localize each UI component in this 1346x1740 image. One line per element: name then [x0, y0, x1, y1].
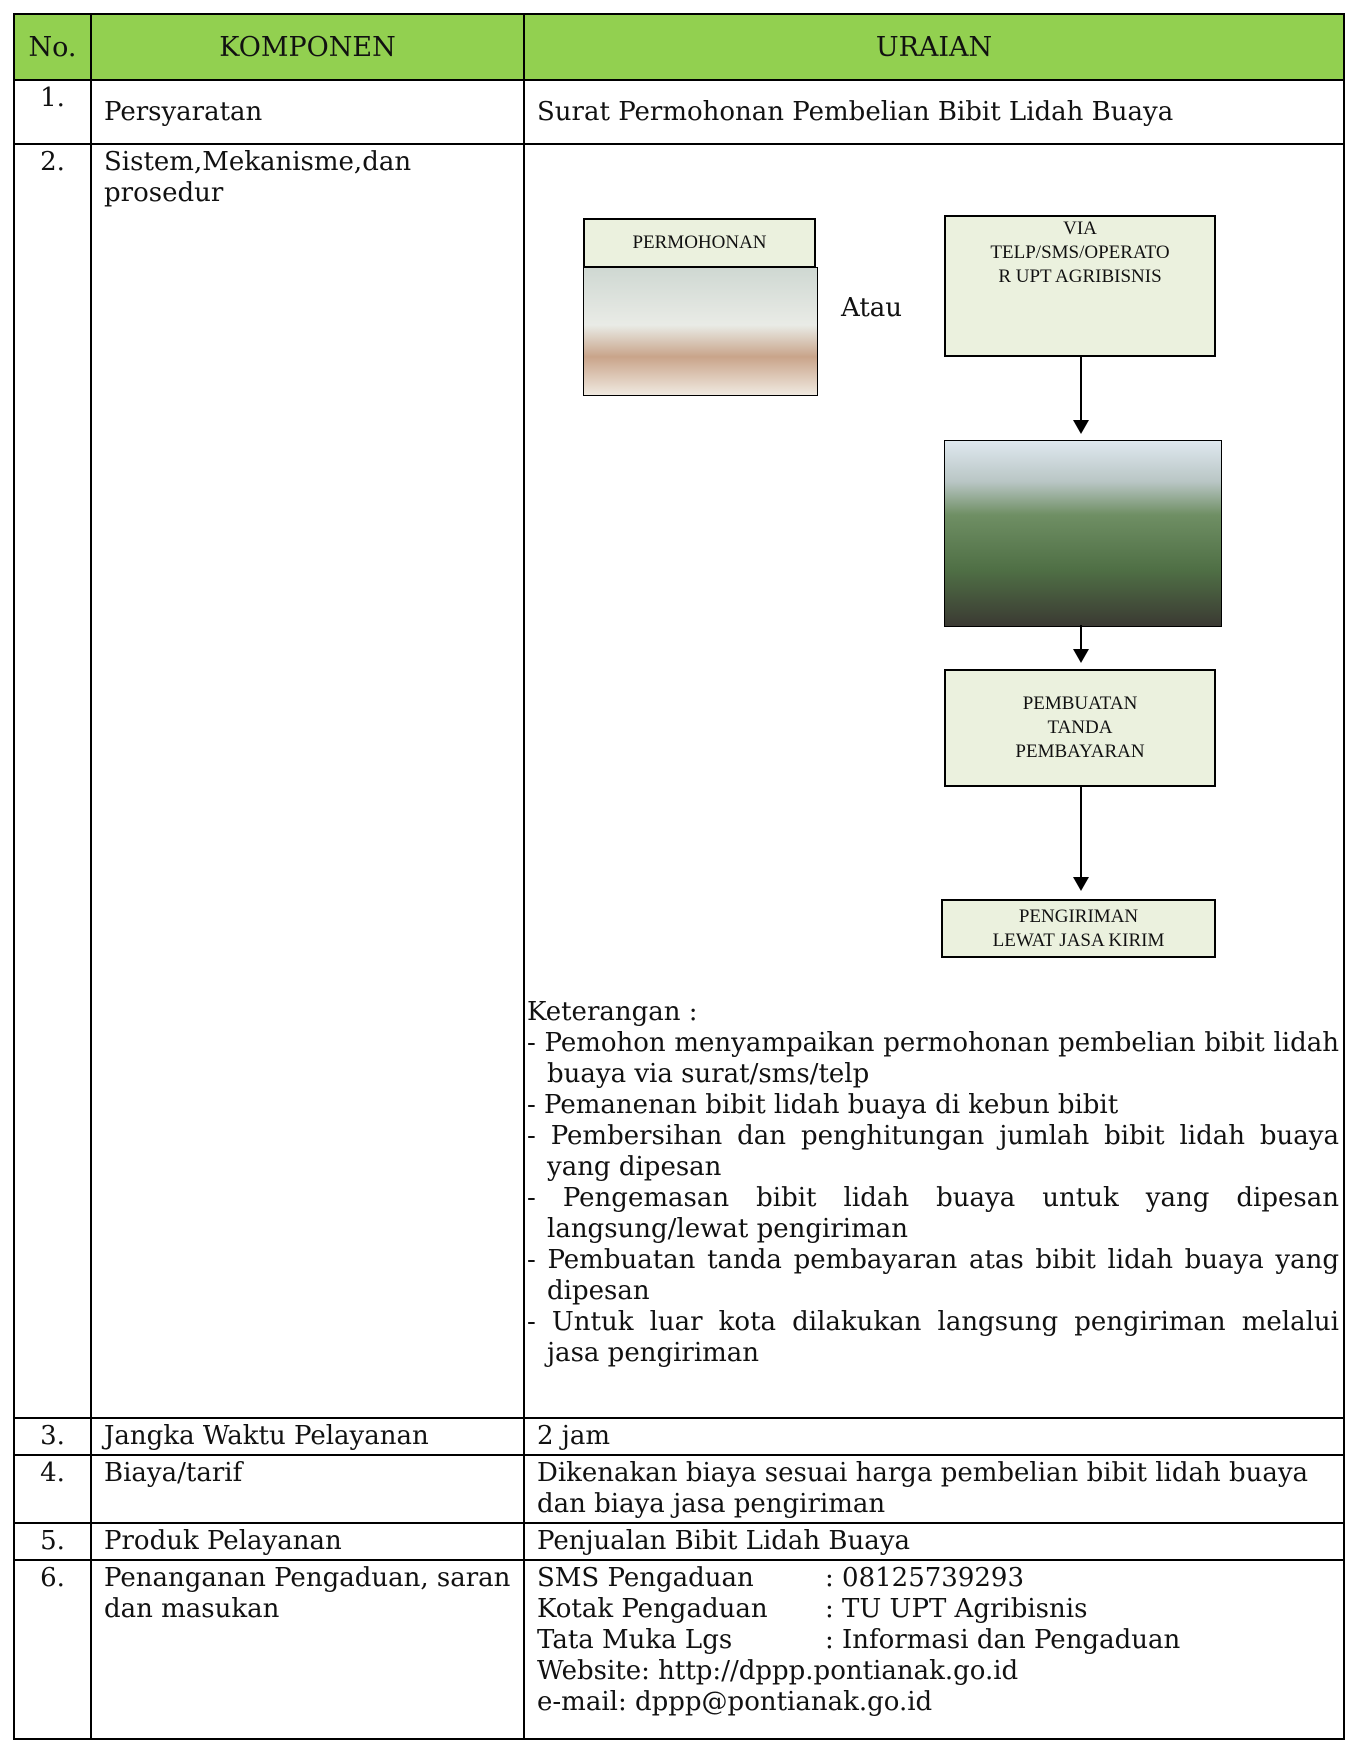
flow-node: VIA TELP/SMS/OPERATO R UPT AGRIBISNIS	[944, 215, 1216, 357]
component-cell: Biaya/tarif	[90, 1454, 525, 1524]
notes-title: Keterangan :	[527, 997, 698, 1027]
field-photo	[944, 440, 1222, 627]
node-label: VIA	[1063, 218, 1097, 239]
component-cell: Penanganan Pengaduan, saran dan masukan	[90, 1559, 525, 1740]
description-text: Dikenakan biaya sesuai harga pembelian b…	[537, 1458, 1309, 1519]
header-row: No. KOMPONEN URAIAN	[13, 13, 1345, 81]
description-cell: Dikenakan biaya sesuai harga pembelian b…	[523, 1454, 1345, 1524]
note-item: - Pemohon menyampaikan permohonan pembel…	[527, 1028, 1339, 1089]
number-cell: 2.	[13, 143, 92, 1419]
header-cell: No.	[13, 13, 92, 81]
description-cell: PERMOHONAN VIA TELP/SMS/OPERATO R UPT AGRIB…	[523, 143, 1345, 1419]
contact-row: SMS Pengaduan : 08125739293	[537, 1563, 1331, 1594]
number-cell: 3.	[13, 1417, 92, 1456]
contact-label: Tata Muka Lgs	[537, 1625, 733, 1655]
table-row: 2. Sistem,Mekanisme,dan prosedur PERMOHONA…	[13, 143, 1345, 1419]
description-cell: 2 jam	[523, 1417, 1345, 1456]
service-table: No. KOMPONEN URAIAN 1. Persyaratan Surat P…	[13, 13, 1345, 1740]
table-row: 6. Penanganan Pengaduan, saran dan masuka…	[13, 1559, 1345, 1740]
node-label: PEMBAYARAN	[1015, 741, 1145, 762]
node-label: LEWAT JASA KIRIM	[992, 929, 1165, 951]
contact-value: : 08125739293	[825, 1563, 1024, 1593]
number-cell: 4.	[13, 1454, 92, 1524]
number-cell: 5.	[13, 1522, 92, 1561]
flow-arrow	[1073, 625, 1089, 663]
flow-node: PEMBUATAN TANDA PEMBAYARAN	[944, 669, 1216, 787]
component-cell: Persyaratan	[90, 79, 525, 145]
number-cell: 6.	[13, 1559, 92, 1740]
component-cell: Jangka Waktu Pelayanan	[90, 1417, 525, 1456]
flow-arrow	[1073, 357, 1089, 434]
contact-value: : TU UPT Agribisnis	[825, 1594, 1088, 1624]
notes: Keterangan :- Pemohon menyampaikan permo…	[527, 997, 1339, 1369]
description-text: Penjualan Bibit Lidah Buaya	[537, 1526, 910, 1556]
email: e-mail: dppp@pontianak.go.id	[537, 1687, 933, 1717]
table-row: 3. Jangka Waktu Pelayanan 2 jam	[13, 1417, 1345, 1456]
flow-node: PENGIRIMAN LEWAT JASA KIRIM	[941, 899, 1216, 958]
office-photo	[583, 267, 818, 396]
header-cell: URAIAN	[523, 13, 1345, 81]
description-text: 2 jam	[537, 1421, 611, 1451]
node-label: R UPT AGRIBISNIS	[998, 266, 1162, 287]
note-item: - Pemanenan bibit lidah buaya di kebun b…	[527, 1090, 1119, 1120]
contact-row: Tata Muka Lgs : Informasi dan Pengaduan	[537, 1625, 1331, 1656]
note-item: - Pembuatan tanda pembayaran atas bibit …	[527, 1245, 1339, 1306]
component-cell: Produk Pelayanan	[90, 1522, 525, 1561]
flow-arrow	[1073, 787, 1089, 891]
node-label: PEMBUATAN	[1022, 693, 1138, 714]
note-item: - Pengemasan bibit lidah buaya untuk yan…	[527, 1183, 1339, 1244]
description-cell: Surat Permohonan Pembelian Bibit Lidah B…	[523, 79, 1345, 145]
table-row: 5. Produk Pelayanan Penjualan Bibit Lidah …	[13, 1522, 1345, 1561]
contact-value: : Informasi dan Pengaduan	[825, 1625, 1181, 1655]
node-label: PENGIRIMAN	[1018, 905, 1139, 927]
flowchart: PERMOHONAN VIA TELP/SMS/OPERATO R UPT AGRIB…	[537, 147, 1331, 997]
node-label: TELP/SMS/OPERATO	[990, 242, 1170, 263]
description-cell: Penjualan Bibit Lidah Buaya	[523, 1522, 1345, 1561]
note-item: - Untuk luar kota dilakukan langsung pen…	[527, 1307, 1339, 1368]
contact-row: Kotak Pengaduan : TU UPT Agribisnis	[537, 1594, 1331, 1625]
note-item: - Pembersihan dan penghitungan jumlah bi…	[527, 1121, 1339, 1182]
node-label: PERMOHONAN	[632, 232, 767, 253]
contact-label: SMS Pengaduan	[537, 1563, 754, 1593]
node-label: TANDA	[1047, 717, 1113, 738]
description-cell: SMS Pengaduan: 08125739293 Kotak Pengadua…	[523, 1559, 1345, 1740]
table-row: 1. Persyaratan Surat Permohonan Pembelian …	[13, 79, 1345, 145]
website: Website: http://dppp.pontianak.go.id	[537, 1656, 1019, 1686]
component-cell: Sistem,Mekanisme,dan prosedur	[90, 143, 525, 1419]
contact-label: Kotak Pengaduan	[537, 1594, 768, 1624]
number-cell: 1.	[13, 79, 92, 145]
header-cell: KOMPONEN	[90, 13, 525, 81]
table-row: 4. Biaya/tarif Dikenakan biaya sesuai harg…	[13, 1454, 1345, 1524]
or-label: Atau	[841, 293, 903, 323]
description-text: Surat Permohonan Pembelian Bibit Lidah B…	[537, 96, 1174, 127]
flow-node: PERMOHONAN	[583, 218, 816, 268]
